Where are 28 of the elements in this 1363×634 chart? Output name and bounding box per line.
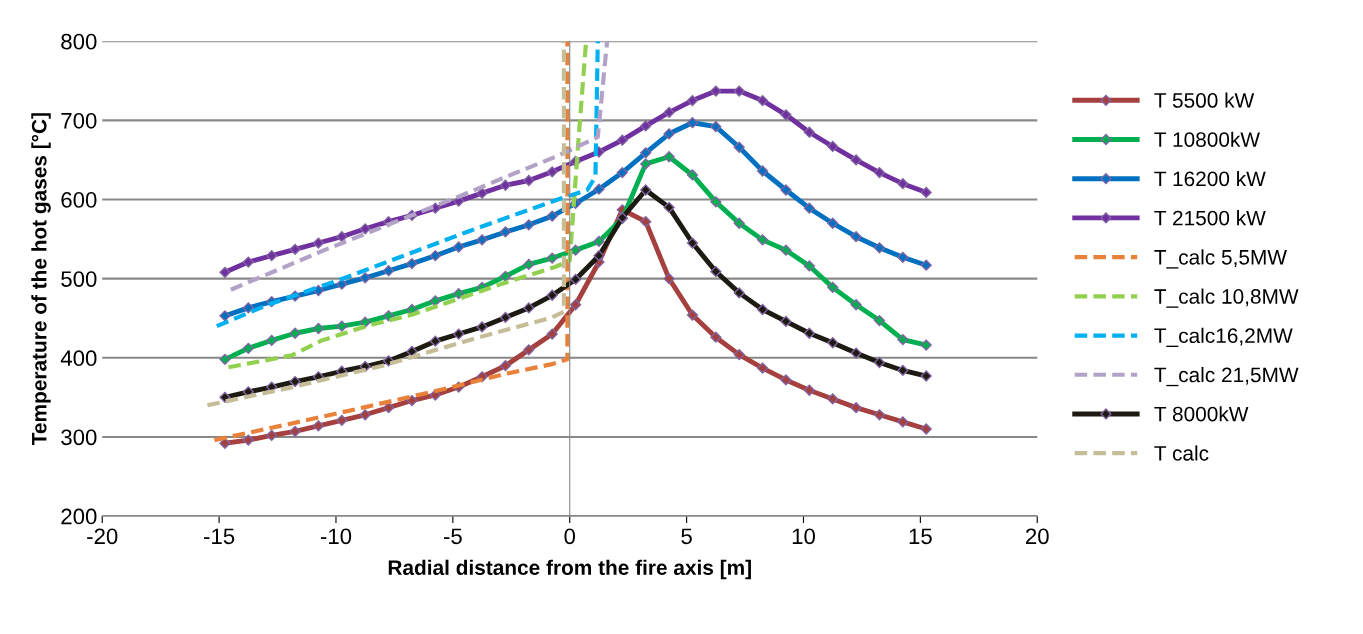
x-tick-label: 5 (681, 528, 692, 545)
y-tick-label: 800 (61, 33, 97, 50)
y-tick-label: 600 (61, 192, 97, 208)
legend-label: T_calc 21,5MW (1154, 366, 1299, 387)
legend-label: T 5500 kW (1154, 92, 1255, 108)
y-tick-label: 500 (61, 271, 97, 287)
legend-label: T_calc 5,5MW (1154, 249, 1287, 269)
x-tick-label: 20 (1026, 528, 1049, 545)
y-axis-title: Temperature of the hot gases [°C] (31, 113, 51, 446)
x-tick-label: -10 (320, 528, 352, 545)
x-tick-label: -15 (204, 528, 235, 545)
x-tick-label: 10 (792, 528, 815, 545)
x-tick-label: 0 (564, 528, 576, 545)
legend-label: T 10800kW (1154, 131, 1260, 147)
x-tick-label: 15 (909, 528, 932, 545)
legend-label: T_calc 10,8MW (1154, 288, 1299, 308)
legend-label: T 21500 kW (1154, 210, 1266, 226)
x-tick-label: -5 (443, 528, 462, 545)
y-tick-label: 400 (60, 350, 97, 367)
legend-label: T_calc16,2MW (1154, 327, 1293, 347)
y-tick-label: 700 (61, 112, 97, 129)
legend-label: T calc (1154, 445, 1209, 461)
y-tick-label: 200 (61, 508, 97, 525)
legend-label: T 16200 kW (1154, 170, 1266, 187)
legend-label: T 8000kW (1154, 406, 1249, 422)
x-tick-label: -20 (87, 528, 118, 545)
x-axis-title: Radial distance from the fire axis [m] (388, 559, 751, 580)
y-tick-label: 300 (61, 429, 97, 446)
